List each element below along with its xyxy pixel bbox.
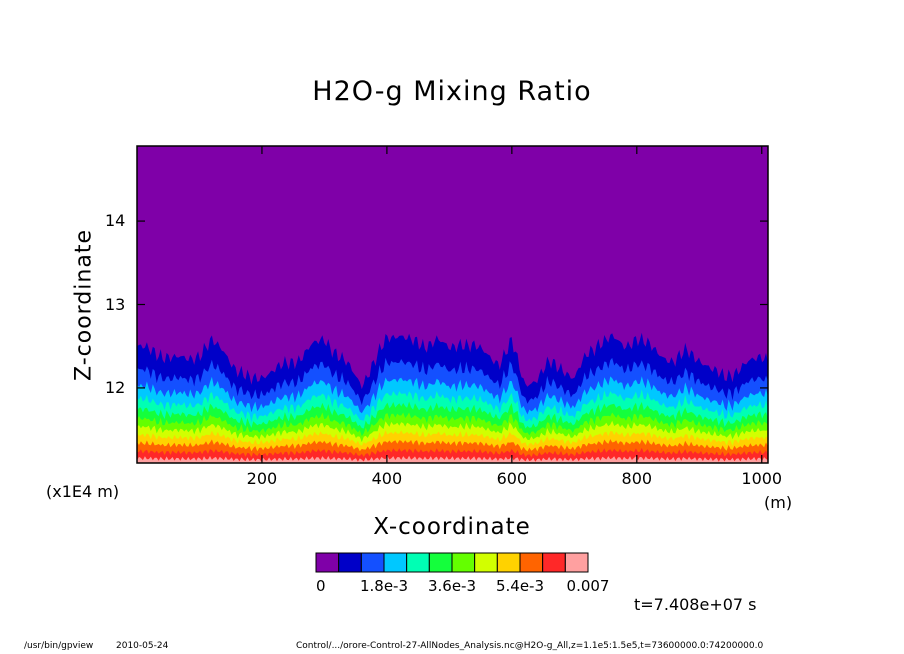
colorbar-label: 1.8e-3	[359, 577, 409, 595]
colorbar-swatch	[315, 552, 340, 573]
colorbar-swatch	[496, 552, 521, 573]
time-readout: t=7.408e+07 s	[634, 595, 757, 614]
x-tick-label: 400	[371, 469, 403, 488]
x-tick-label: 600	[496, 469, 528, 488]
x-tick-label: 1000	[741, 469, 783, 488]
y-axis-unit: (x1E4 m)	[46, 482, 120, 501]
colorbar-swatch	[542, 552, 566, 573]
chart-title: H2O-g Mixing Ratio	[312, 76, 592, 107]
colorbar-swatch	[564, 552, 589, 573]
colorbar-label: 3.6e-3	[427, 577, 477, 595]
footer-program: /usr/bin/gpview	[24, 641, 94, 651]
x-axis-label: X-coordinate	[373, 514, 531, 540]
plot-area	[137, 146, 768, 463]
colorbar-swatch	[428, 552, 453, 573]
colorbar	[315, 552, 589, 573]
contour-band-11	[137, 455, 768, 463]
x-axis-unit: (m)	[764, 493, 793, 512]
y-tick-label: 12	[105, 377, 126, 397]
footer-date: 2010-05-24	[116, 641, 169, 651]
colorbar-swatch	[406, 552, 430, 573]
y-tick-label: 14	[105, 211, 126, 231]
colorbar-swatch	[519, 552, 544, 573]
y-tick-label: 13	[105, 294, 126, 314]
colorbar-label: 5.4e-3	[495, 577, 545, 595]
colorbar-swatch	[360, 552, 385, 573]
colorbar-swatch	[451, 552, 476, 573]
colorbar-swatch	[474, 552, 498, 573]
colorbar-label: 0.007	[566, 577, 610, 595]
y-axis-label: Z-coordinate	[71, 229, 97, 381]
colorbar-label: 0	[316, 577, 326, 595]
colorbar-swatch	[383, 552, 408, 573]
axis-ticks	[137, 146, 768, 463]
footer-source: Control/.../orore-Control-27-AllNodes_An…	[296, 641, 764, 651]
x-tick-label: 800	[621, 469, 653, 488]
colorbar-swatch	[338, 552, 362, 573]
x-tick-label: 200	[246, 469, 278, 488]
